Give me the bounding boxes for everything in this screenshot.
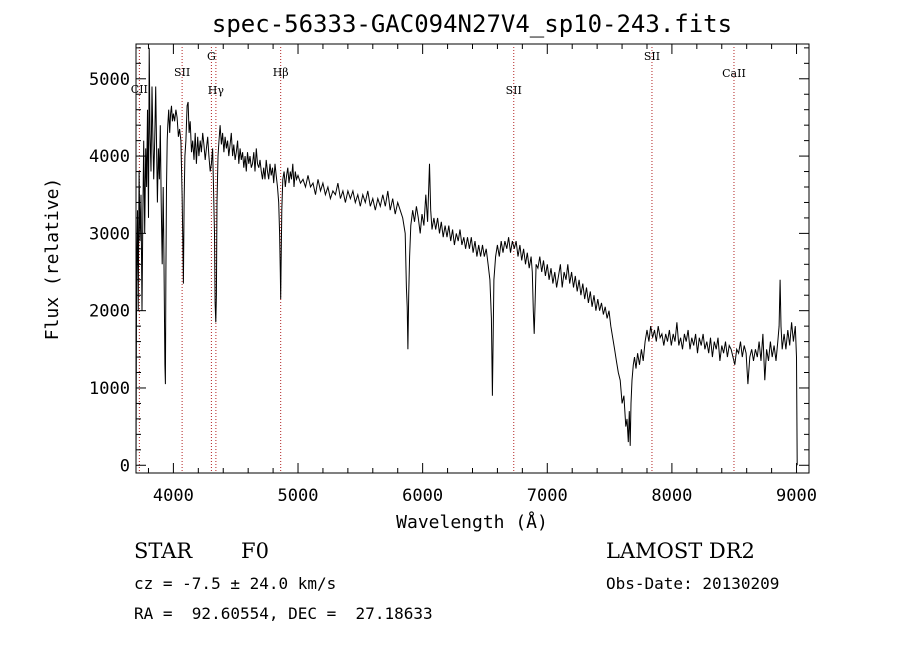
spectral-line-label: CaII [722,67,746,80]
y-tick-label: 2000 [89,302,130,322]
spectral-line-label: Hγ [208,84,225,97]
y-tick-label: 4000 [89,147,130,167]
x-tick-label: 8000 [651,486,692,506]
x-tick-label: 4000 [153,486,194,506]
object-class: STAR [134,539,193,563]
spectral-line-label: CII [131,83,148,96]
spectrum-series-line [135,47,798,466]
y-axis-label: Flux (relative) [42,178,63,341]
chart-title: spec-56333-GAC094N27V4_sp10-243.fits [212,10,732,38]
spectral-line-label: SII [644,50,660,63]
redshift-info: cz = -7.5 ± 24.0 km/s [134,574,337,593]
spectral-line-label: SII [174,66,190,79]
object-subclass: F0 [241,539,269,563]
plot-frame [135,43,810,474]
axis-ticks: 4000 5000 6000 7000 8000 9000 0 1000 2000 3000 400… [89,44,817,506]
spectral-line-label: G [207,50,216,63]
coordinates: RA = 92.60554, DEC = 27.18633 [134,604,433,623]
y-tick-label: 0 [120,456,130,476]
x-axis-label: Wavelength (Å) [396,511,548,533]
x-tick-label: 9000 [776,486,817,506]
y-tick-label: 5000 [89,70,130,90]
spectral-line-label: SII [506,84,522,97]
survey-name: LAMOST DR2 [606,539,755,563]
y-tick-label: 1000 [89,379,130,399]
obs-date: Obs-Date: 20130209 [606,574,780,593]
spectral-line-markers: CII SII G Hγ Hβ SII SII CaII [131,47,746,473]
x-tick-label: 7000 [527,486,568,506]
x-tick-label: 5000 [278,486,319,506]
y-tick-label: 3000 [89,224,130,244]
x-tick-label: 6000 [402,486,443,506]
spectral-line-label: Hβ [273,66,289,79]
